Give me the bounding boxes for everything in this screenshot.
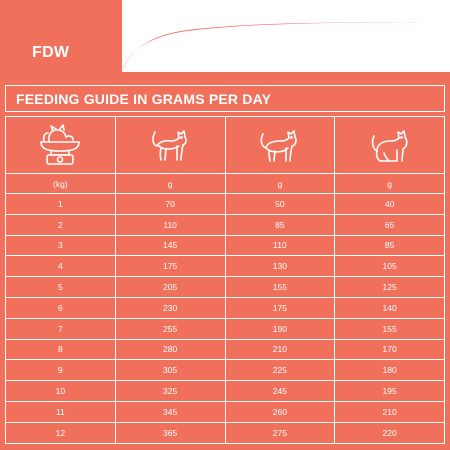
standing-cat-icon <box>257 122 303 168</box>
table-row: 12 365 275 220 <box>5 421 445 444</box>
table-cell: 105 <box>334 255 445 278</box>
table-cell: 365 <box>114 421 226 444</box>
table-cell: 190 <box>224 317 336 340</box>
table-cell: 210 <box>224 338 336 361</box>
table-cell: 175 <box>224 296 336 319</box>
icon-cell <box>334 116 445 174</box>
table-cell: 9 <box>5 359 116 382</box>
icon-cell <box>5 116 116 174</box>
icon-cell <box>224 116 336 174</box>
table-cell: 2 <box>5 213 116 236</box>
brand-label: FDW <box>32 44 70 61</box>
table-cell: 40 <box>334 193 445 215</box>
icon-cell <box>114 116 226 174</box>
table-cell: 170 <box>334 338 445 361</box>
table-cell: 85 <box>224 213 336 236</box>
feeding-guide-title-box: FEEDING GUIDE IN GRAMS PER DAY <box>5 85 445 112</box>
table-cell: 5 <box>5 276 116 298</box>
table-cell: 280 <box>114 338 226 361</box>
table-cell: 8 <box>5 338 116 361</box>
scale-cat-icon <box>35 122 85 168</box>
sitting-cat-icon <box>367 122 413 168</box>
table-cell: 195 <box>334 380 445 402</box>
slim-cat-icon <box>147 122 193 168</box>
table-cell: 325 <box>114 380 226 402</box>
table-row: 5 205 155 125 <box>5 276 445 298</box>
table-cell: 1 <box>5 193 116 215</box>
table-cell: 155 <box>224 276 336 298</box>
table-cell: 305 <box>114 359 226 382</box>
feeding-table: (kg) g g g 1 70 50 40 2 110 85 65 3 145 110 85 4 175 1… <box>5 116 445 444</box>
table-cell: 110 <box>114 213 226 236</box>
table-row: 3 145 110 85 <box>5 234 445 257</box>
table-cell: 3 <box>5 234 116 257</box>
table-cell: 180 <box>334 359 445 382</box>
table-cell: 275 <box>224 421 336 444</box>
table-row: 6 230 175 140 <box>5 296 445 319</box>
table-cell: 220 <box>334 421 445 444</box>
unit-header-cell: g <box>334 173 445 194</box>
table-cell: 50 <box>224 193 336 215</box>
table-row: 1 70 50 40 <box>5 193 445 215</box>
unit-header-cell: (kg) <box>5 173 116 194</box>
table-cell: 10 <box>5 380 116 402</box>
table-cell: 6 <box>5 296 116 319</box>
table-cell: 11 <box>5 400 116 423</box>
table-cell: 70 <box>114 193 226 215</box>
table-cell: 260 <box>224 400 336 423</box>
table-row: 7 255 190 155 <box>5 317 445 340</box>
table-cell: 175 <box>114 255 226 278</box>
icon-row <box>5 116 445 174</box>
feeding-guide-title: FEEDING GUIDE IN GRAMS PER DAY <box>16 90 272 107</box>
table-cell: 245 <box>224 380 336 402</box>
table-row: 9 305 225 180 <box>5 359 445 382</box>
unit-header-cell: g <box>114 173 226 194</box>
table-cell: 85 <box>334 234 445 257</box>
table-cell: 255 <box>114 317 226 340</box>
table-cell: 110 <box>224 234 336 257</box>
table-cell: 7 <box>5 317 116 340</box>
table-cell: 125 <box>334 276 445 298</box>
table-cell: 145 <box>114 234 226 257</box>
table-cell: 130 <box>224 255 336 278</box>
table-cell: 230 <box>114 296 226 319</box>
table-cell: 4 <box>5 255 116 278</box>
table-cell: 12 <box>5 421 116 444</box>
unit-header-row: (kg) g g g <box>5 173 445 194</box>
table-cell: 345 <box>114 400 226 423</box>
table-cell: 225 <box>224 359 336 382</box>
table-cell: 140 <box>334 296 445 319</box>
table-cell: 205 <box>114 276 226 298</box>
table-row: 8 280 210 170 <box>5 338 445 361</box>
table-cell: 65 <box>334 213 445 236</box>
table-row: 11 345 260 210 <box>5 400 445 423</box>
table-row: 2 110 85 65 <box>5 213 445 236</box>
table-cell: 155 <box>334 317 445 340</box>
table-cell: 210 <box>334 400 445 423</box>
unit-header-cell: g <box>224 173 336 194</box>
table-row: 4 175 130 105 <box>5 255 445 278</box>
table-row: 10 325 245 195 <box>5 380 445 402</box>
